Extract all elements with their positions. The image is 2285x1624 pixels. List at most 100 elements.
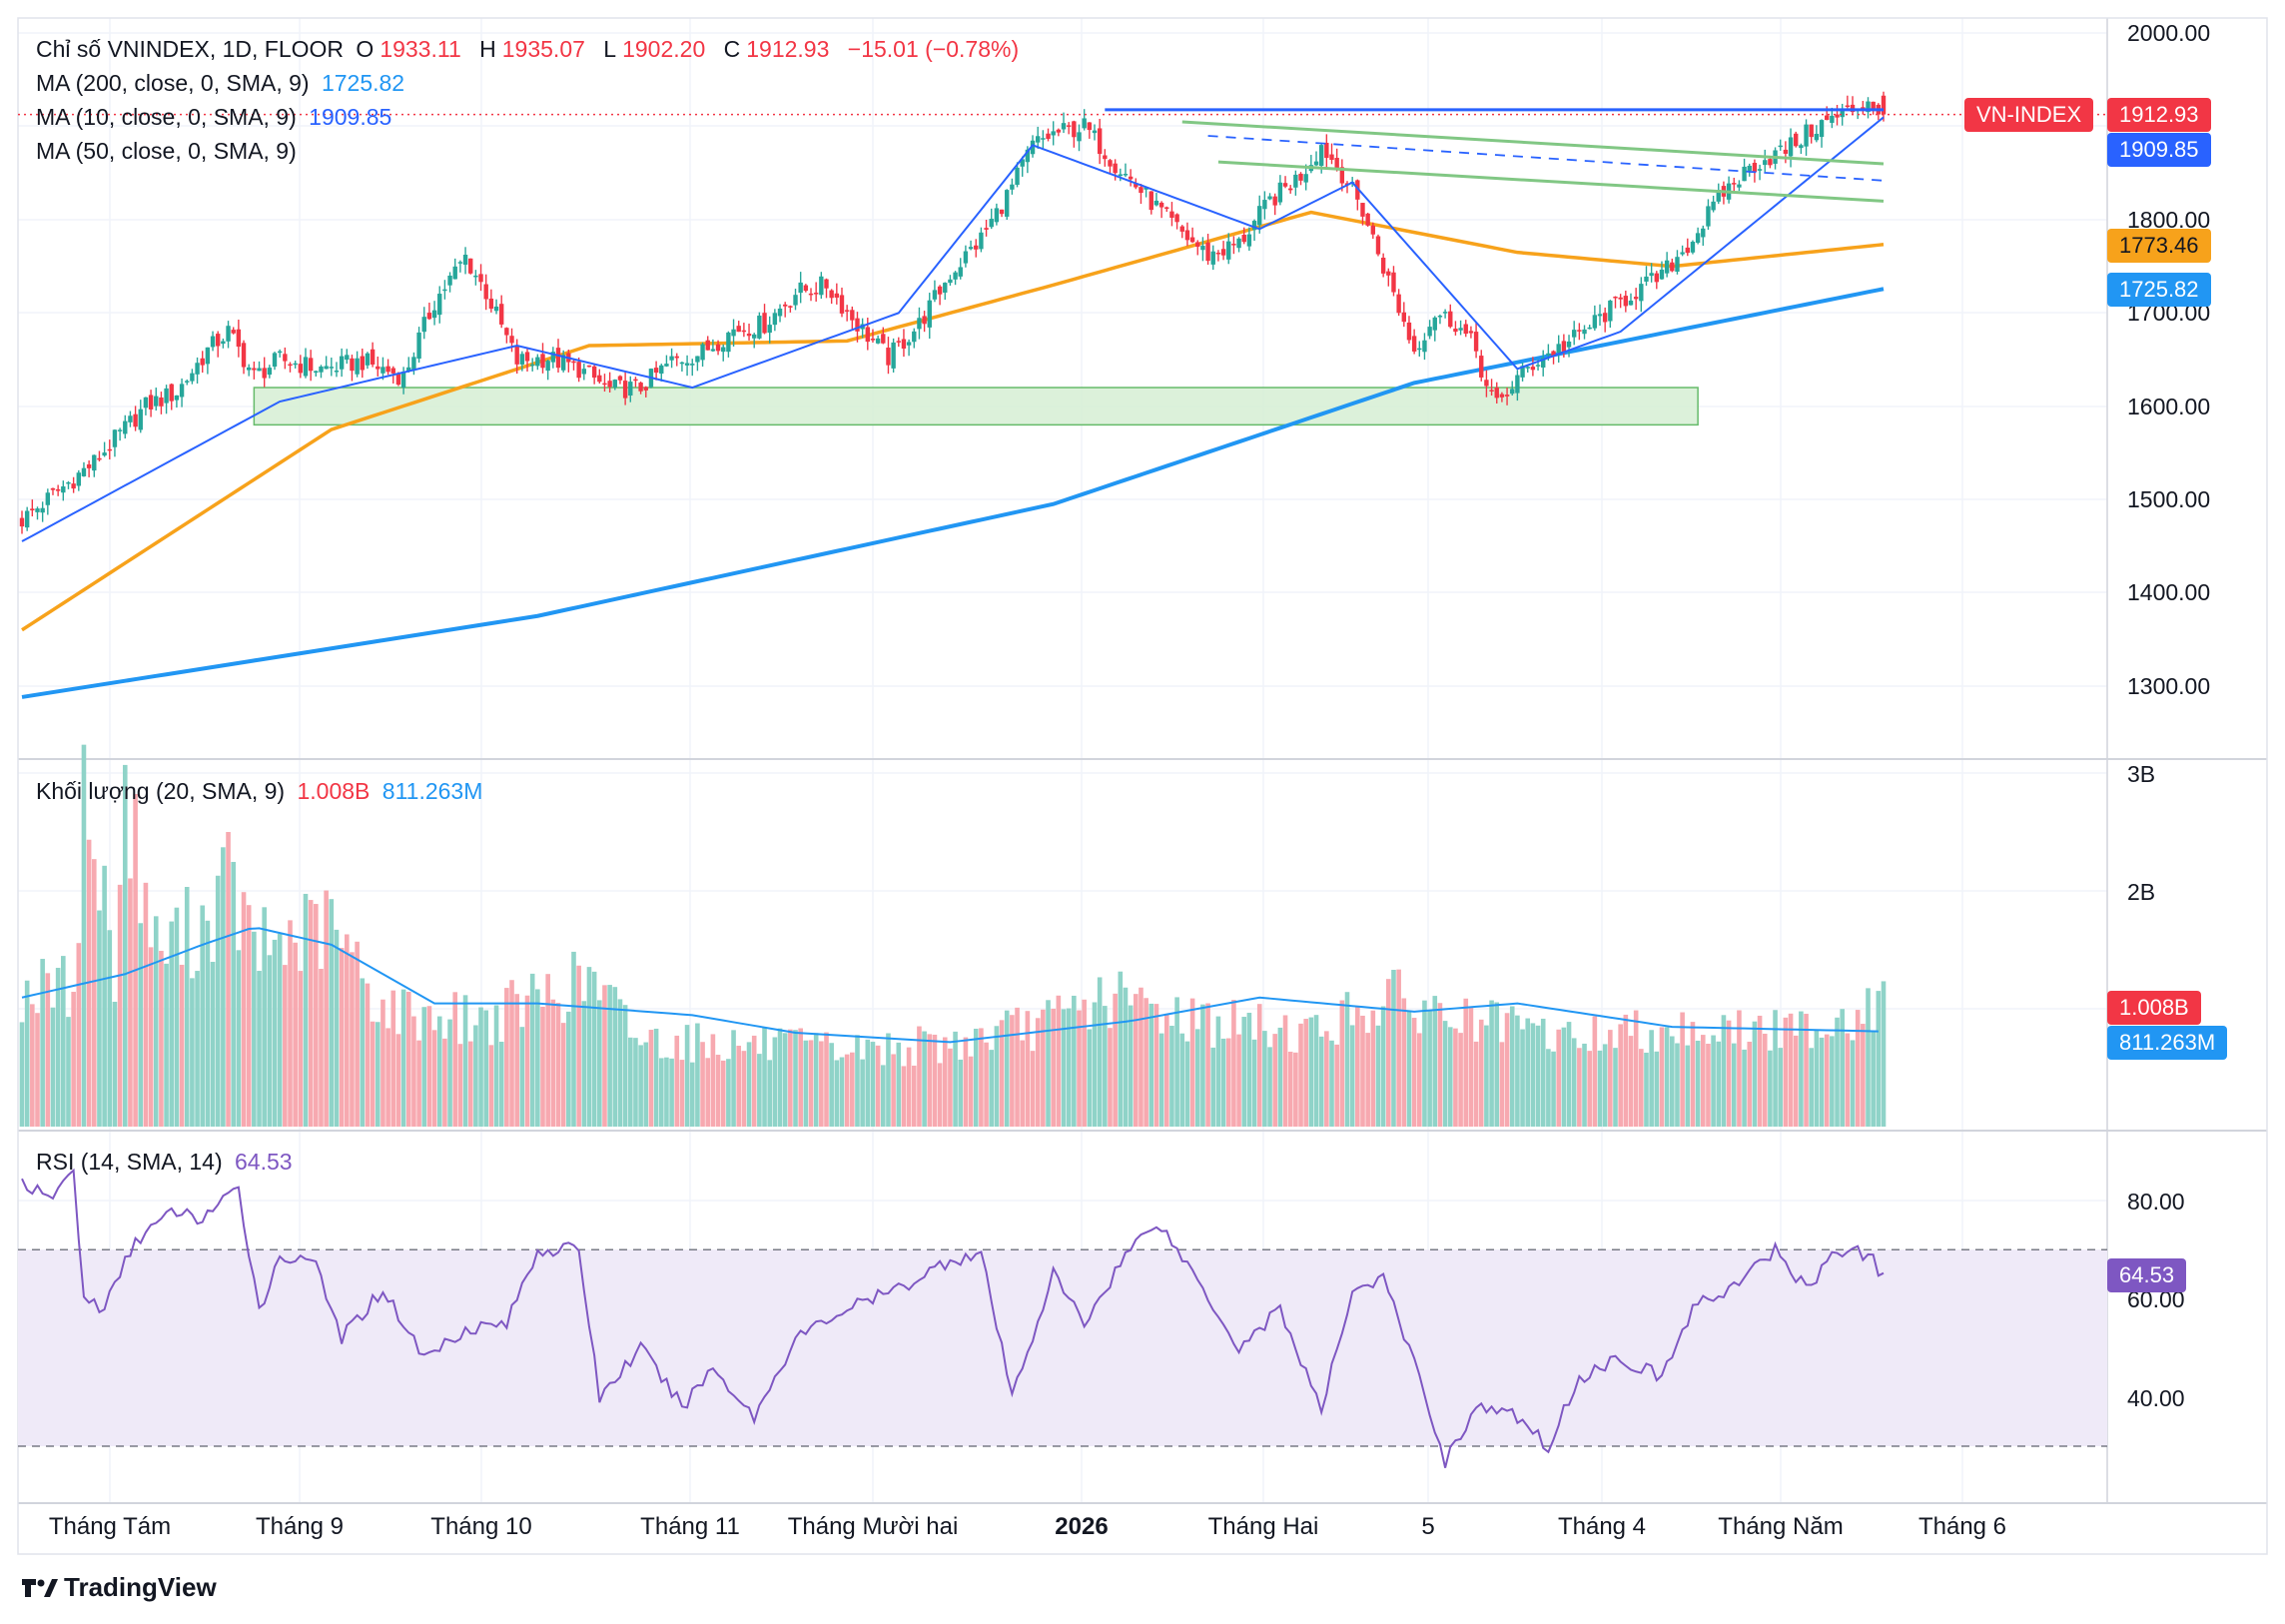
candle — [850, 310, 855, 321]
time-tick: Tháng Năm — [1718, 1513, 1844, 1540]
volume-bar — [447, 1019, 452, 1127]
candle — [478, 274, 483, 283]
volume-bar — [1143, 998, 1148, 1127]
volume-bar — [1866, 988, 1871, 1127]
volume-bar — [1546, 1049, 1551, 1127]
volume-bar — [1134, 994, 1139, 1127]
volume-bar — [710, 1034, 716, 1127]
volume-bar — [1706, 1044, 1711, 1127]
candle — [793, 295, 798, 306]
volume-bar — [1406, 1010, 1412, 1127]
candle — [421, 317, 426, 333]
volume-bar — [303, 893, 309, 1127]
volume-bar — [762, 1028, 767, 1127]
volume-bar — [405, 991, 411, 1127]
candle — [1664, 260, 1670, 274]
rsi-legend: RSI (14, SMA, 14) 64.53 — [36, 1145, 299, 1179]
candle — [1417, 348, 1422, 351]
volume-bar — [483, 1010, 489, 1127]
volume-bar — [824, 1032, 829, 1127]
volume-bar — [24, 980, 30, 1127]
candle — [963, 251, 969, 264]
volume-bar — [1334, 1044, 1339, 1127]
candle — [1582, 329, 1587, 335]
volume-bar — [989, 1050, 995, 1127]
volume-bar — [231, 861, 237, 1127]
candle — [319, 366, 324, 373]
candle — [1220, 249, 1226, 256]
volume-bar — [509, 980, 514, 1127]
candle — [376, 366, 381, 370]
candle — [246, 367, 252, 371]
candle — [164, 388, 169, 404]
price-tick-1300: 1300.00 — [2127, 673, 2211, 699]
volume-bar — [1401, 998, 1407, 1127]
volume-bar — [891, 1054, 896, 1127]
candle — [1551, 351, 1556, 357]
candle — [1148, 191, 1153, 211]
candle — [875, 338, 881, 344]
candle — [262, 368, 267, 379]
volume-bar — [1830, 1036, 1835, 1127]
candle — [700, 344, 705, 361]
volume-bar — [576, 965, 581, 1127]
volume-bar — [1633, 1010, 1639, 1127]
tradingview-logo[interactable]: TradingView — [20, 1572, 217, 1603]
candle — [61, 486, 66, 493]
candle — [581, 369, 587, 375]
candle — [989, 219, 994, 228]
volume-bar — [1835, 1017, 1840, 1127]
volume-bar — [700, 1042, 705, 1127]
candle — [555, 348, 561, 369]
candle — [411, 357, 416, 371]
candle — [1396, 294, 1401, 314]
candle — [1143, 187, 1148, 190]
volume-bar — [1602, 1044, 1608, 1127]
volume-bar — [319, 969, 324, 1127]
candle — [148, 395, 154, 409]
volume-bar — [1809, 1048, 1815, 1127]
candle — [591, 366, 597, 379]
candle — [416, 332, 421, 360]
candle — [1541, 358, 1546, 368]
candle — [1128, 176, 1134, 180]
volume-bar — [1139, 987, 1143, 1127]
candle — [345, 355, 350, 361]
candle — [1484, 380, 1489, 387]
candle — [1747, 165, 1752, 171]
candle — [782, 304, 788, 307]
candle — [360, 356, 365, 371]
candle — [1318, 145, 1324, 167]
candle — [1711, 201, 1716, 211]
candle — [571, 361, 576, 364]
volume-price-label: 1.008B — [2107, 991, 2201, 1025]
candle — [195, 363, 200, 375]
candle — [45, 492, 51, 505]
volume-bar — [1051, 1008, 1056, 1127]
candle — [483, 284, 488, 300]
volume-bar — [381, 999, 385, 1127]
volume-bar — [1061, 1009, 1067, 1127]
volume-bar — [886, 1033, 891, 1127]
candle — [1840, 109, 1845, 118]
volume-bar — [246, 905, 252, 1127]
ma50-price-label: 1773.46 — [2107, 229, 2211, 263]
volume-bar — [870, 1042, 876, 1127]
volume-bar — [798, 1028, 803, 1127]
volume-bar — [602, 985, 607, 1127]
candle — [205, 347, 211, 365]
candle — [92, 454, 97, 471]
candle — [1597, 314, 1603, 317]
volume-bar — [205, 920, 211, 1127]
candle — [179, 384, 185, 398]
candle — [236, 329, 242, 348]
candle — [1215, 252, 1221, 255]
volume-bar — [1370, 1010, 1376, 1127]
volume-bar — [35, 1013, 40, 1127]
volume-bar — [566, 1011, 571, 1127]
volume-bar — [1530, 1023, 1536, 1127]
ma50-line — [21, 210, 1885, 632]
volume-bar — [1721, 1015, 1727, 1127]
candle — [1633, 297, 1639, 300]
